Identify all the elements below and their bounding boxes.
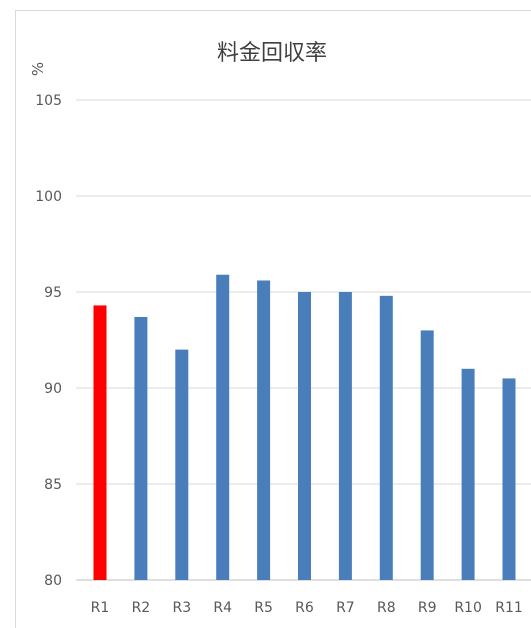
x-tick-label-r4: R4 xyxy=(213,600,232,616)
x-tick-label-r9: R9 xyxy=(418,600,437,616)
bar-r4 xyxy=(216,274,230,580)
y-axis-ticks: 80 85 90 95 100 105 xyxy=(35,93,62,589)
x-tick-label-r10: R10 xyxy=(454,600,482,616)
bar-r1 xyxy=(93,305,107,580)
y-tick-label: 95 xyxy=(44,285,62,301)
bar-r7 xyxy=(338,292,352,580)
y-tick-label: 100 xyxy=(35,189,62,205)
y-axis-unit: % xyxy=(29,62,47,76)
bar-r5 xyxy=(257,280,271,580)
bar-r10 xyxy=(461,368,475,580)
y-tick-label: 80 xyxy=(44,573,62,589)
bar-r3 xyxy=(175,349,189,580)
x-tick-label-r1: R1 xyxy=(91,600,110,616)
bar-r6 xyxy=(298,292,311,580)
bars xyxy=(93,274,516,580)
bar-r2 xyxy=(134,316,148,580)
y-tick-label: 105 xyxy=(35,93,62,109)
bar-r11 xyxy=(502,378,516,580)
x-tick-label-r3: R3 xyxy=(172,600,191,616)
chart-title: 料金回収率 xyxy=(217,41,327,66)
bar-r8 xyxy=(379,295,393,580)
y-tick-label: 85 xyxy=(44,477,62,493)
x-tick-label-r5: R5 xyxy=(254,600,273,616)
chart-frame xyxy=(15,10,531,628)
y-tick-label: 90 xyxy=(44,381,62,397)
x-tick-label-r8: R8 xyxy=(377,600,396,616)
x-tick-label-r2: R2 xyxy=(132,600,151,616)
x-tick-label-r7: R7 xyxy=(336,600,355,616)
x-tick-label-r11: R11 xyxy=(495,600,523,616)
x-tick-label-r6: R6 xyxy=(295,600,314,616)
x-axis-labels: R1 R2 R3 R4 R5 R6 R7 R8 R9 R10 R11 xyxy=(91,600,523,616)
bar-r9 xyxy=(420,330,434,580)
